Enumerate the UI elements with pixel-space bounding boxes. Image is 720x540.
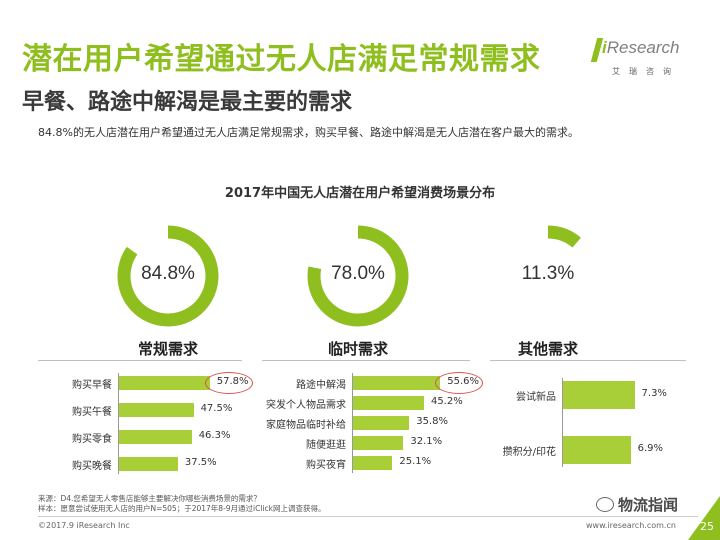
bar-label: 购买晚餐	[72, 461, 112, 472]
category-heading-3: 其他需求	[517, 340, 578, 358]
bar-value-label: 6.9%	[637, 443, 664, 454]
chart-title: 2017年中国无人店潜在用户希望消费场景分布	[224, 186, 496, 201]
bar-value-label: 35.8%	[416, 416, 448, 427]
bar	[119, 403, 194, 417]
category-heading-1: 常规需求	[137, 340, 198, 358]
highlight-circle	[435, 372, 484, 394]
slide-subtitle: 早餐、路途中解渴是最主要的需求	[22, 90, 353, 115]
bar-value-label: 32.1%	[410, 436, 443, 447]
heading-underline-2	[262, 360, 470, 361]
bar-label: 随便逛逛	[306, 440, 346, 451]
bar-value-label: 7.3%	[641, 388, 667, 399]
summary-text: 84.8%的无人店潜在用户希望通过无人店满足常规需求，购买早餐、路途中解渴是无人…	[38, 126, 579, 139]
copyright: ©2017.9 iResearch Inc	[38, 521, 130, 530]
bar-label: 家庭物品临时补给	[266, 420, 346, 431]
website: www.iresearch.com.cn	[586, 521, 676, 530]
ring-arc-3	[547, 225, 581, 248]
bar	[119, 430, 192, 444]
bar	[353, 416, 410, 430]
ring-value-1: 84.8%	[141, 263, 195, 284]
bar	[563, 436, 631, 464]
bar	[353, 376, 441, 390]
bar-label: 攒积分/印花	[502, 447, 556, 458]
bar-value-label: 45.2%	[430, 396, 463, 407]
footer-divider	[38, 516, 698, 517]
highlight-circle	[204, 372, 253, 394]
bar-label: 购买午餐	[72, 407, 112, 418]
bar	[353, 396, 424, 410]
bar-label: 突发个人物品需求	[266, 400, 346, 411]
slide-title: 潜在用户希望通过无人店满足常规需求	[22, 42, 541, 77]
source-note: 来源：D4.您希望无人零售店能够主要解决你哪些消费场景的需求？	[38, 494, 261, 503]
bar-label: 路途中解渴	[296, 380, 346, 391]
bar-value-label: 37.5%	[184, 457, 217, 468]
bar-value-label: 47.5%	[200, 403, 233, 414]
ring-value-2: 78.0%	[331, 263, 385, 284]
watermark: 物流指闻	[596, 494, 678, 515]
heading-underline-1	[38, 360, 242, 361]
bar-axis-1	[118, 373, 119, 474]
bar-axis-3	[562, 378, 563, 467]
bar-label: 尝试新品	[516, 392, 556, 403]
bar-label: 购买零食	[72, 434, 112, 445]
bar	[563, 381, 635, 409]
page-number: 25	[700, 520, 714, 533]
bar	[119, 376, 210, 390]
bar	[353, 456, 393, 470]
bar-axis-2	[352, 373, 353, 473]
ring-arc-1	[117, 225, 219, 327]
wechat-icon	[596, 497, 614, 512]
bar	[119, 457, 178, 471]
bar-label: 购买夜宵	[306, 460, 346, 471]
bar	[353, 436, 404, 450]
logo-wordmark: iResearch	[602, 38, 680, 57]
bar-value-label: 46.3%	[198, 430, 231, 441]
logo-subtitle: 艾瑞咨询	[612, 67, 680, 76]
corner-triangle	[688, 496, 720, 540]
ring-value-3: 11.3%	[521, 263, 575, 284]
bar-label: 购买早餐	[72, 380, 112, 391]
category-heading-2: 临时需求	[327, 340, 388, 358]
sample-note: 样本：愿意尝试使用无人店的用户N=505；于2017年8-9月通过iClick网…	[38, 504, 326, 513]
heading-underline-3	[490, 360, 686, 361]
bar-value-label: 25.1%	[399, 456, 432, 467]
ring-arc-2	[307, 225, 409, 327]
